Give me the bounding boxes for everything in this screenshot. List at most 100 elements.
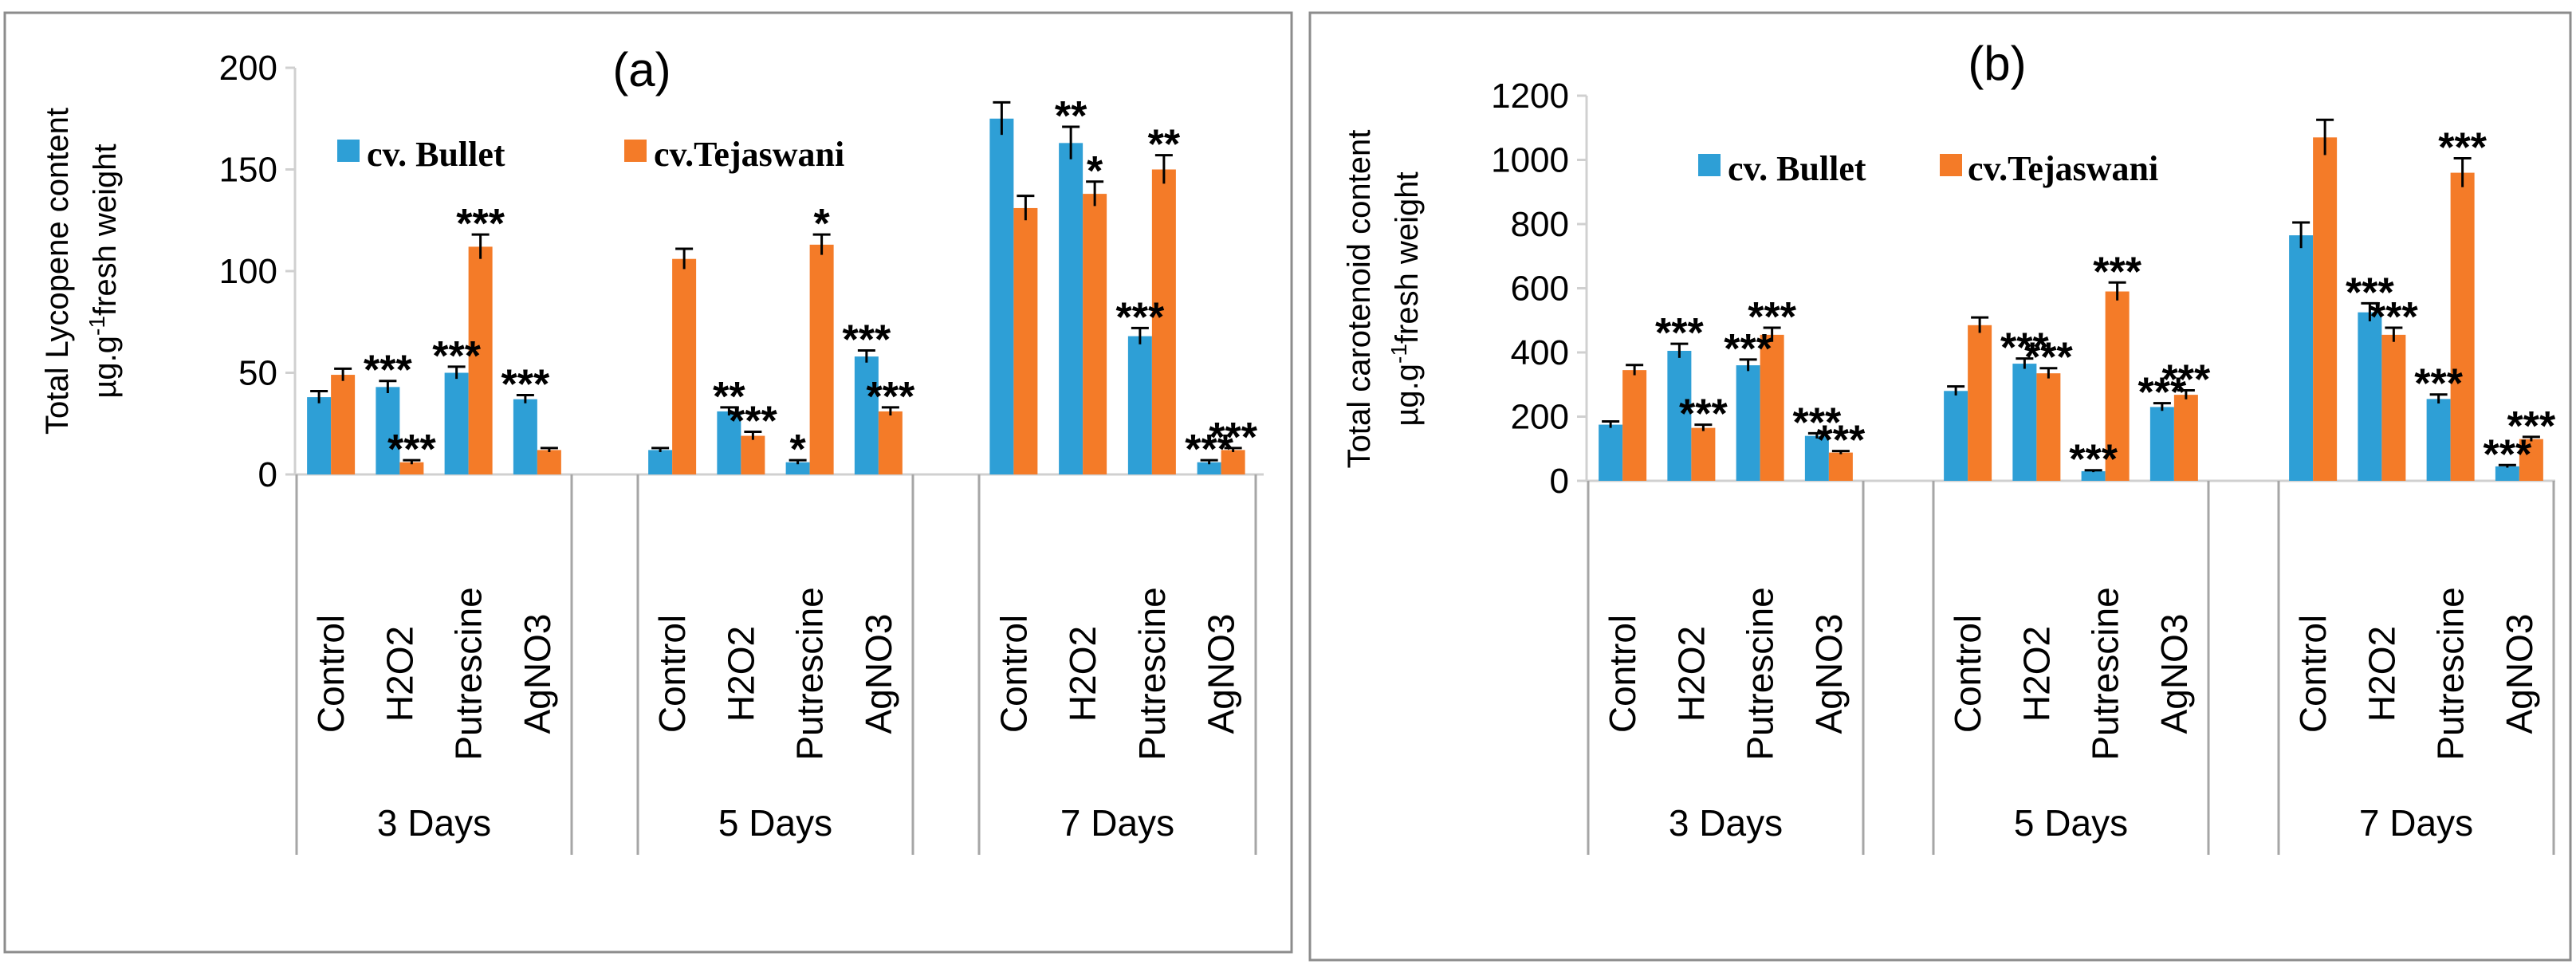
bar-bullet xyxy=(1127,336,1152,474)
bar-bullet xyxy=(785,462,810,474)
significance-label: *** xyxy=(2346,270,2394,316)
bar-tejaswani xyxy=(399,462,424,474)
group-label: 7 Days xyxy=(1060,802,1174,844)
bar-tejaswani xyxy=(2450,172,2475,481)
legend-swatch-bullet xyxy=(1698,154,1721,176)
category-label: Putrescine xyxy=(2430,587,2472,760)
bar-bullet xyxy=(1599,424,1623,481)
significance-label: *** xyxy=(2414,361,2463,407)
legend-label-bullet: cv. Bullet xyxy=(367,135,505,174)
bar-bullet xyxy=(2289,235,2314,481)
y-tick-label: 400 xyxy=(1511,333,1569,372)
significance-label: *** xyxy=(729,398,777,444)
significance-label: * xyxy=(1087,148,1103,195)
y-axis-unit-suffix: fresh weight xyxy=(88,144,123,316)
y-axis-unit-sup: -1 xyxy=(85,316,109,336)
bar-bullet xyxy=(717,411,741,474)
panel-a: 0 50 100 150 200 Control H2O2 Putrescine AgNO3 3 … xyxy=(3,11,1293,954)
bar-tejaswani xyxy=(809,244,834,474)
bar-tejaswani xyxy=(468,246,493,474)
category-label: Putrescine xyxy=(789,587,831,760)
significance-label: *** xyxy=(1185,427,1233,473)
significance-label: *** xyxy=(432,333,481,380)
bar-bullet xyxy=(2426,399,2451,481)
category-label: H2O2 xyxy=(379,626,420,722)
significance-label: *** xyxy=(2484,431,2532,478)
bar-tejaswani xyxy=(672,258,697,474)
bar-tejaswani xyxy=(2105,291,2130,481)
legend-label-tejaswani: cv.Tejaswani xyxy=(654,135,844,174)
category-label: H2O2 xyxy=(2016,626,2057,722)
category-label: AgNO3 xyxy=(1808,614,1850,734)
y-axis-unit-sup: -1 xyxy=(1386,344,1411,364)
legend: cv. Bullet cv.Tejaswani xyxy=(1698,149,2158,188)
bar-bullet xyxy=(1667,350,1692,481)
y-axis-unit-prefix: µg.g xyxy=(1390,364,1425,427)
y-tick-label: 1000 xyxy=(1491,141,1569,180)
bar-bullet xyxy=(989,118,1014,474)
y-axis-label-line2: µg.g-1fresh weight xyxy=(1386,171,1425,426)
significance-label: *** xyxy=(1116,294,1165,340)
bar-tejaswani xyxy=(537,450,561,474)
significance-label: *** xyxy=(1724,326,1772,372)
significance-label: *** xyxy=(2069,437,2118,483)
bar-tejaswani xyxy=(1221,450,1245,474)
category-label: H2O2 xyxy=(1062,626,1103,722)
bar-tejaswani xyxy=(878,411,903,474)
significance-label: *** xyxy=(2024,335,2073,381)
bar-bullet xyxy=(854,356,879,474)
bar-bullet xyxy=(1944,391,1968,481)
significance-label: *** xyxy=(1209,415,1257,461)
bar-tejaswani xyxy=(1622,370,1647,481)
group-label: 5 Days xyxy=(2014,802,2128,844)
category-label: Control xyxy=(2292,615,2334,733)
legend-label-bullet: cv. Bullet xyxy=(1728,149,1866,188)
y-tick-label: 0 xyxy=(1550,462,1569,501)
group-label: 7 Days xyxy=(2359,802,2473,844)
bar-tejaswani xyxy=(2036,373,2061,481)
bar-bullet xyxy=(513,399,537,474)
bar-bullet xyxy=(2149,407,2174,481)
y-tick-label: 150 xyxy=(219,151,277,190)
panel-b: 0 200 400 600 800 1000 1200 Control H2O2 Putresci… xyxy=(1308,11,2572,962)
y-axis-label-line1: Total carotenoid content xyxy=(1342,130,1377,469)
category-label: Putrescine xyxy=(448,587,490,760)
bar-tejaswani xyxy=(741,435,765,474)
legend: cv. Bullet cv.Tejaswani xyxy=(337,135,844,174)
bar-tejaswani xyxy=(1760,334,1784,481)
bar-bullet xyxy=(444,372,469,474)
significance-label: ** xyxy=(1148,122,1181,168)
category-label: H2O2 xyxy=(720,626,761,722)
significance-label: *** xyxy=(1655,310,1704,356)
group-label: 5 Days xyxy=(718,802,832,844)
significance-label: *** xyxy=(501,362,550,408)
y-tick-label: 1200 xyxy=(1491,77,1569,116)
bar-bullet xyxy=(376,387,400,474)
significance-label: ** xyxy=(713,374,745,420)
bar-tejaswani xyxy=(1691,427,1716,481)
category-label: Control xyxy=(310,615,352,733)
significance-label: *** xyxy=(867,374,915,420)
bar-bullet xyxy=(648,450,673,474)
category-label: Control xyxy=(1602,615,1643,733)
bar-tejaswani xyxy=(2519,439,2543,481)
significance-label: *** xyxy=(456,201,505,247)
category-label: H2O2 xyxy=(2361,626,2402,722)
bar-tejaswani xyxy=(1968,325,1992,481)
legend-swatch-tejaswani xyxy=(624,140,647,162)
category-label: AgNO3 xyxy=(1201,614,1242,734)
bar-bullet xyxy=(1804,435,1829,481)
significance-label: *** xyxy=(2162,356,2211,403)
significance-label: *** xyxy=(843,317,891,363)
bar-tejaswani xyxy=(1083,194,1107,474)
bar-bullet xyxy=(1059,143,1083,474)
category-label: Putrescine xyxy=(1131,587,1173,760)
category-label: AgNO3 xyxy=(517,614,558,734)
category-label: AgNO3 xyxy=(858,614,899,734)
significance-label: *** xyxy=(1793,399,1842,446)
significance-label: ** xyxy=(1055,93,1087,140)
y-axis-unit-suffix: fresh weight xyxy=(1390,171,1425,344)
category-label: Control xyxy=(651,615,693,733)
legend-swatch-tejaswani xyxy=(1940,154,1962,176)
